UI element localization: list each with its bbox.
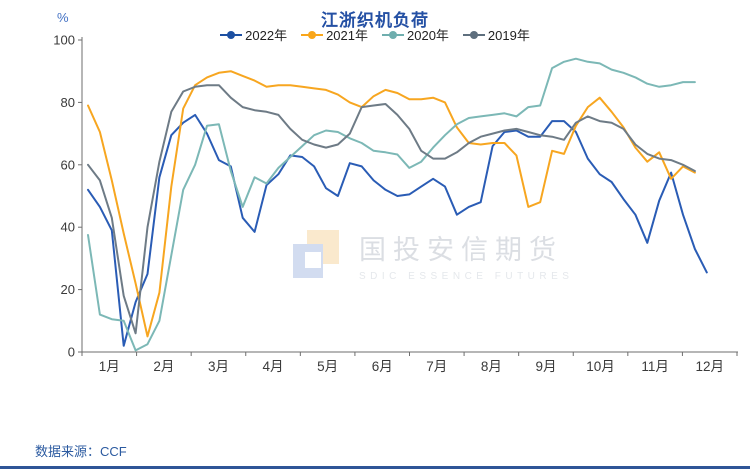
legend-marker-2021-icon xyxy=(301,30,324,39)
x-tick-label: 3月 xyxy=(208,359,229,374)
x-tick-label: 6月 xyxy=(372,359,393,374)
x-tick-label: 10月 xyxy=(586,359,615,374)
series-line-2020年 xyxy=(87,57,696,352)
legend: 2022年 2021年 2020年 2019年 xyxy=(0,25,750,44)
chart-canvas: 0 20 40 60 80 100 1月 2月 3月 4月 5月 6月 7月 8月 9月 10月 11月 12月 xyxy=(53,33,738,374)
x-tick-label: 11月 xyxy=(641,359,669,374)
x-tick-label: 2月 xyxy=(153,359,174,374)
legend-marker-2020-icon xyxy=(382,30,404,39)
legend-item-2019[interactable]: 2019年 xyxy=(462,25,530,44)
legend-marker-2022-icon xyxy=(220,30,243,39)
x-tick-label: 12月 xyxy=(695,359,724,374)
legend-item-label: 2022年 xyxy=(245,28,288,43)
source-text: 数据来源：CCF xyxy=(35,444,127,459)
y-tick-label: 80 xyxy=(61,95,75,110)
legend-item-label: 2019年 xyxy=(487,28,530,43)
series-line-2022年 xyxy=(87,113,708,347)
x-tick-label: 8月 xyxy=(481,359,502,374)
y-tick-label: 100 xyxy=(53,33,75,48)
y-tick-label: 60 xyxy=(61,157,75,172)
legend-item-2020[interactable]: 2020年 xyxy=(382,25,449,44)
y-tick-label: 0 xyxy=(68,345,75,360)
x-tick-label: 4月 xyxy=(263,359,284,374)
x-tick-label: 9月 xyxy=(535,359,556,374)
chart-title: 江浙织机负荷 xyxy=(321,11,429,30)
legend-item-label: 2021年 xyxy=(326,28,368,43)
series-line-2021年 xyxy=(87,70,696,338)
legend-item-2022[interactable]: 2022年 xyxy=(220,25,287,44)
legend-marker-2019-icon xyxy=(462,30,485,39)
y-tick-label: 40 xyxy=(61,220,75,235)
legend-item-label: 2020年 xyxy=(407,28,449,43)
series-line-2019年 xyxy=(87,84,696,335)
footer-rule xyxy=(0,466,750,469)
legend-item-2021[interactable]: 2021年 xyxy=(301,25,368,44)
x-tick-label: 1月 xyxy=(99,359,120,374)
x-tick-label: 7月 xyxy=(426,359,447,374)
y-tick-label: 20 xyxy=(61,282,75,297)
y-axis-unit-label: % xyxy=(57,10,69,25)
x-tick-label: 5月 xyxy=(317,359,338,374)
